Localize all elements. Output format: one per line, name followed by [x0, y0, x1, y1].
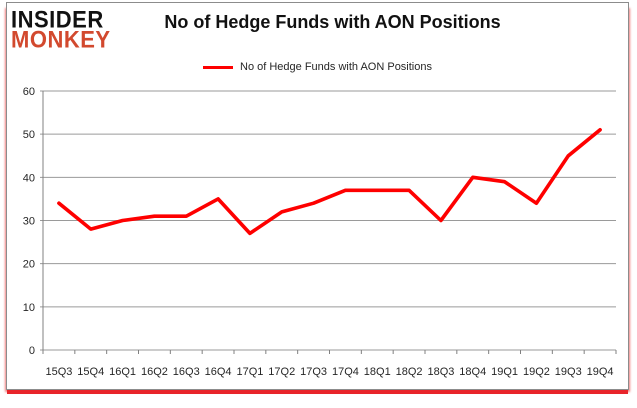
chart-frame: INSIDER MONKEY No of Hedge Funds with AO…	[6, 2, 629, 390]
x-axis-tick-label: 19Q1	[491, 366, 518, 378]
x-axis-tick-label: 16Q4	[205, 366, 232, 378]
logo-line-monkey: MONKEY	[11, 25, 111, 53]
x-axis-tick-label: 18Q4	[459, 366, 486, 378]
series-line-hedge-funds	[57, 128, 602, 236]
x-axis-tick-label: 19Q2	[523, 366, 550, 378]
x-axis-tick-label: 18Q2	[396, 366, 423, 378]
chart-title: No of Hedge Funds with AON Positions	[164, 12, 501, 32]
x-axis-tick-label: 18Q3	[427, 366, 454, 378]
x-axis-tick-label: 18Q1	[364, 366, 391, 378]
y-axis-tick-label: 30	[23, 216, 35, 228]
legend: No of Hedge Funds with AON Positions	[7, 61, 628, 73]
x-axis-tick-label: 16Q3	[173, 366, 200, 378]
x-axis-tick-label: 17Q2	[268, 366, 295, 378]
x-axis-tick-label: 15Q4	[77, 366, 104, 378]
y-axis-tick-label: 10	[23, 302, 35, 314]
x-axis-tick-label: 17Q1	[236, 366, 263, 378]
x-axis-tick-label: 16Q2	[141, 366, 168, 378]
legend-label: No of Hedge Funds with AON Positions	[240, 61, 432, 73]
y-axis-tick-label: 50	[23, 129, 35, 141]
x-axis-tick-label: 17Q4	[332, 366, 359, 378]
x-axis-tick-label: 19Q4	[587, 366, 614, 378]
y-axis-tick-label: 60	[23, 86, 35, 98]
y-axis-tick-label: 20	[23, 259, 35, 271]
y-axis-tick-label: 0	[29, 345, 35, 357]
line-chart-plot-area: 0 10 20 30 40 50 60 15Q3 15Q4 16Q1 16Q2 16Q3 16Q4 17Q…	[23, 86, 617, 378]
logo-line-insider: INSIDER	[11, 5, 104, 33]
y-axis-tick-label: 40	[23, 172, 35, 184]
legend-line-swatch	[203, 65, 233, 69]
insider-monkey-logo: INSIDER MONKEY	[11, 5, 111, 53]
x-axis-tick-label: 15Q3	[45, 366, 72, 378]
x-axis-tick-label: 19Q3	[555, 366, 582, 378]
x-axis-tick-label: 17Q3	[300, 366, 327, 378]
x-axis-tick-label: 16Q1	[109, 366, 136, 378]
